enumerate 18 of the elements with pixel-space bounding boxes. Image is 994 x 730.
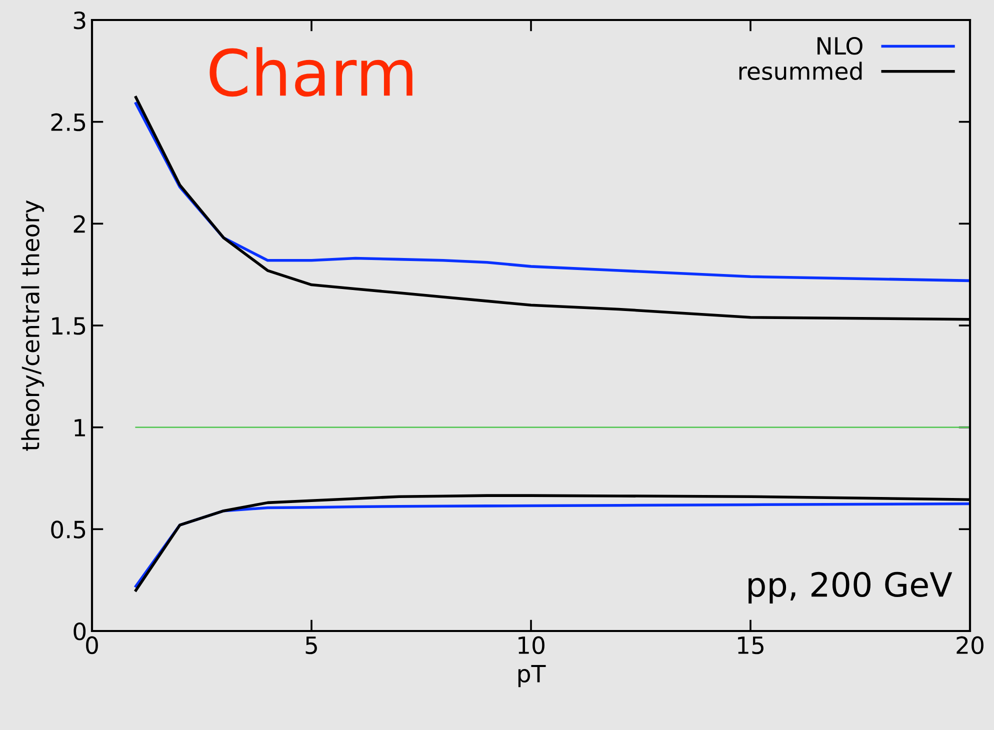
- y-axis-title: theory/central theory: [21, 200, 44, 451]
- x-tick-label: 15: [738, 636, 764, 654]
- y-tick-label: 1: [74, 419, 85, 436]
- legend-label: NLO: [818, 36, 862, 55]
- y-tick-label: 2: [74, 215, 85, 233]
- x-axis-title: pT: [518, 664, 546, 688]
- y-tick-label: 1.5: [52, 317, 86, 335]
- x-tick-label: 0: [86, 636, 98, 654]
- y-tick-label: 2.5: [51, 113, 86, 132]
- y-tick-label: 0: [74, 622, 86, 640]
- x-tick-label: 5: [306, 636, 317, 654]
- annotation: Charm: [210, 47, 412, 97]
- y-tick-label: 3: [74, 11, 86, 30]
- y-tick-label: 0.5: [51, 520, 86, 538]
- legend-label: resummed: [739, 62, 862, 80]
- x-tick-label: 20: [956, 636, 984, 654]
- x-tick-label: 10: [518, 636, 544, 654]
- annotation: pp, 200 GeV: [748, 572, 952, 604]
